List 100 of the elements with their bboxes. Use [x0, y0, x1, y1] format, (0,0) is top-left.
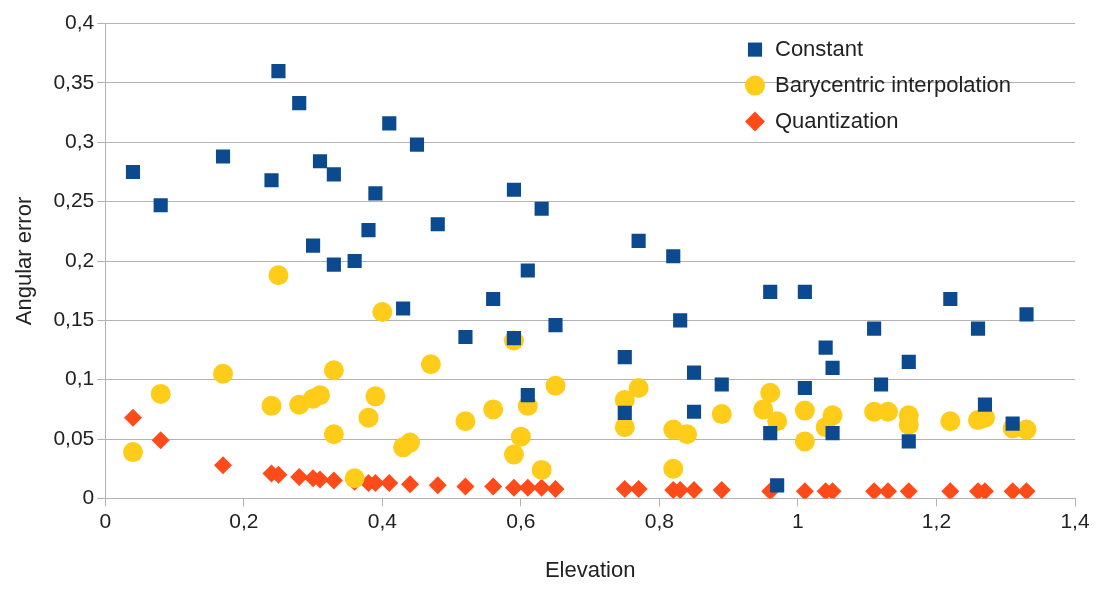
point	[358, 407, 379, 428]
y-tick-label: 0	[82, 485, 95, 509]
point	[763, 426, 778, 441]
x-tick-label: 0,2	[229, 508, 259, 532]
y-tick-label: 0,15	[53, 307, 95, 331]
y-axis-title: Angular error	[11, 196, 37, 326]
point	[323, 424, 344, 445]
point	[401, 475, 420, 494]
point	[382, 116, 397, 131]
point	[409, 137, 425, 152]
x-tick-label: 1,2	[921, 508, 952, 532]
y-tick-label: 0,3	[65, 129, 95, 153]
point	[822, 405, 843, 426]
x-tick-label: 1,4	[1060, 508, 1090, 532]
point	[615, 479, 634, 498]
point	[548, 318, 563, 333]
y-tick-label: 0,35	[53, 69, 95, 93]
point	[400, 432, 421, 453]
point	[213, 363, 234, 384]
point	[520, 388, 535, 403]
point	[261, 395, 282, 416]
point	[873, 377, 889, 392]
point	[484, 477, 503, 496]
point	[531, 459, 552, 480]
point	[797, 380, 812, 396]
x-tick-label: 0,4	[367, 508, 398, 532]
point	[310, 385, 330, 406]
point	[520, 263, 535, 278]
point	[456, 477, 475, 496]
point	[631, 233, 646, 248]
point	[901, 434, 916, 449]
point	[504, 478, 523, 497]
point	[151, 431, 170, 450]
point	[380, 473, 399, 492]
point	[629, 479, 648, 498]
point	[396, 301, 411, 316]
point	[368, 186, 383, 201]
point	[344, 468, 365, 489]
x-tick-label: 0,8	[644, 508, 674, 532]
point	[901, 354, 916, 369]
point	[428, 476, 447, 495]
point	[326, 257, 341, 272]
point	[711, 404, 732, 425]
point	[532, 478, 551, 497]
point	[153, 198, 168, 213]
point	[677, 424, 698, 445]
point	[617, 350, 632, 365]
point	[712, 481, 731, 499]
legend-label: Quantization	[774, 107, 899, 133]
point	[458, 329, 473, 345]
point	[1017, 482, 1036, 499]
point	[430, 217, 445, 232]
point	[970, 321, 986, 336]
point	[1016, 419, 1037, 440]
point	[271, 64, 286, 79]
point	[867, 321, 882, 336]
point	[795, 482, 814, 499]
point	[326, 167, 341, 182]
point	[420, 354, 441, 375]
y-tick-label: 0,05	[53, 425, 95, 449]
y-tick-label: 0,1	[65, 366, 95, 390]
point	[1003, 482, 1022, 499]
point	[673, 313, 688, 328]
point	[1019, 307, 1034, 322]
point	[770, 478, 785, 493]
point	[545, 375, 566, 396]
point	[899, 482, 918, 499]
point	[666, 249, 681, 264]
y-tick-label: 0,25	[53, 188, 95, 212]
point	[123, 408, 142, 427]
point	[518, 478, 537, 497]
point	[486, 291, 501, 307]
y-tick-label: 0,4	[65, 10, 95, 34]
point	[361, 223, 376, 238]
legend-label: Constant	[774, 35, 864, 61]
point	[323, 360, 344, 381]
point	[534, 201, 549, 216]
legend-label: Barycentric interpolation	[774, 71, 1012, 97]
point	[122, 442, 143, 463]
point	[365, 386, 386, 407]
point	[818, 340, 833, 355]
point	[215, 149, 231, 164]
point	[663, 458, 684, 479]
point	[510, 426, 531, 447]
point	[943, 291, 958, 307]
point	[686, 365, 702, 380]
point	[753, 399, 774, 420]
point	[125, 164, 141, 180]
point	[825, 360, 840, 375]
point	[760, 382, 781, 403]
point	[977, 397, 993, 412]
point	[1005, 416, 1020, 431]
point	[546, 479, 565, 498]
point	[794, 431, 815, 452]
point	[214, 456, 233, 475]
point	[455, 411, 476, 432]
point	[264, 173, 279, 188]
point	[268, 265, 289, 286]
point	[506, 182, 522, 197]
point	[686, 404, 702, 419]
